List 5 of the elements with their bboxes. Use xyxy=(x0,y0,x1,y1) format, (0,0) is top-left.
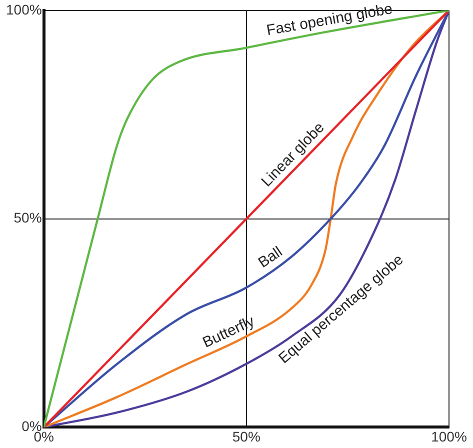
x-tick-label: 50% xyxy=(232,428,260,444)
y-tick-label: 50% xyxy=(14,210,42,226)
x-tick-label: 100% xyxy=(431,428,467,444)
y-tick-label: 100% xyxy=(6,1,42,18)
text: Ball xyxy=(255,243,286,272)
